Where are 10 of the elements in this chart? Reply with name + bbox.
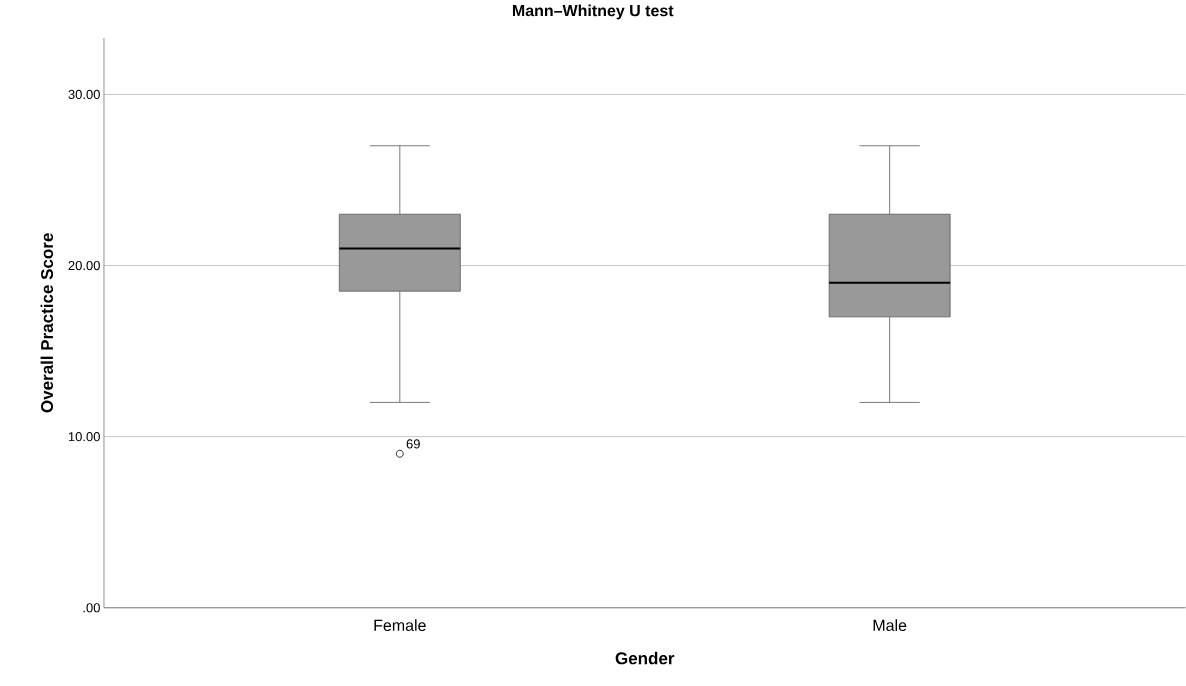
- x-axis-title: Gender: [615, 652, 675, 665]
- y-tick-label: 30.00: [68, 89, 100, 100]
- y-axis-title: Overall Practice Score: [40, 233, 54, 413]
- x-tick-label: Female: [374, 619, 426, 632]
- y-tick-label: 10.00: [68, 432, 100, 442]
- annotation: 69: [406, 439, 420, 449]
- y-tick-label: .00: [83, 603, 100, 613]
- chart-title: Mann–Whitney U test: [512, 4, 674, 20]
- y-tick-label: 20.00: [68, 261, 100, 271]
- x-tick-label: Male: [873, 619, 907, 632]
